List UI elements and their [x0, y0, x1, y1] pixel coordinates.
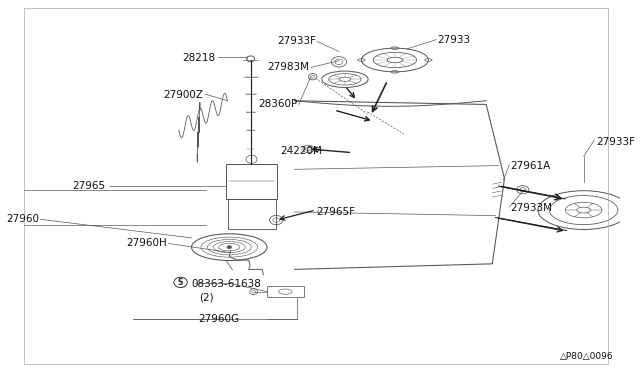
Bar: [228, 199, 276, 229]
Text: 27933F: 27933F: [276, 36, 316, 46]
Text: △P80△0096: △P80△0096: [561, 352, 614, 361]
Text: 08363-61638: 08363-61638: [191, 279, 261, 289]
Text: 27965F: 27965F: [316, 207, 355, 217]
Text: 28360P: 28360P: [259, 99, 298, 109]
Text: 27960: 27960: [6, 214, 39, 224]
Text: 27933M: 27933M: [511, 203, 552, 213]
Bar: [267, 286, 303, 297]
Text: 27961A: 27961A: [511, 161, 551, 171]
Ellipse shape: [227, 246, 232, 249]
Text: 27900Z: 27900Z: [163, 90, 203, 100]
Text: 27983M: 27983M: [268, 62, 310, 73]
Text: 27960H: 27960H: [126, 238, 166, 248]
Text: 24220M: 24220M: [280, 146, 322, 156]
Text: S: S: [178, 278, 183, 287]
Bar: [226, 164, 277, 199]
Text: 27965: 27965: [72, 181, 106, 191]
Text: 27960G: 27960G: [198, 314, 239, 324]
Text: 27933: 27933: [438, 35, 470, 45]
Text: 28218: 28218: [182, 53, 215, 63]
Text: (2): (2): [199, 292, 214, 302]
Text: 27933F: 27933F: [596, 137, 635, 147]
